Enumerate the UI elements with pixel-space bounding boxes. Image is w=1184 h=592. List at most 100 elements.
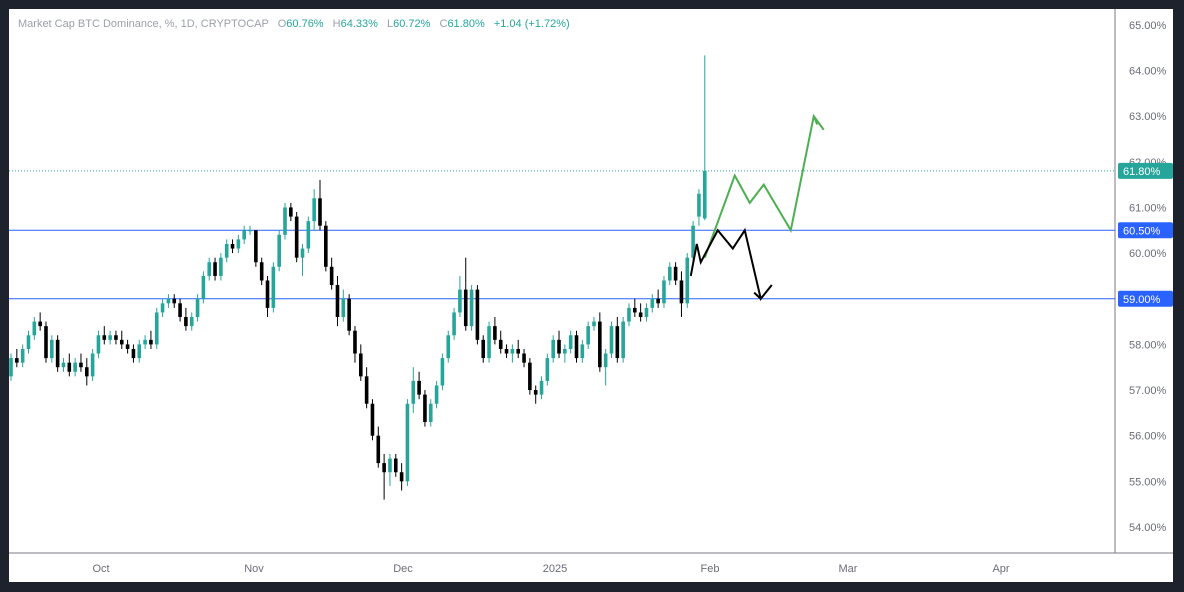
candle-body [609,326,614,354]
chart-legend: Market Cap BTC Dominance, %, 1D, CRYPTOC… [18,18,570,30]
x-tick-label: 2025 [543,563,567,575]
close-label: C [439,18,448,30]
y-tick-label: 61.00% [1129,202,1167,214]
candle-body [504,348,509,354]
candle-body [359,353,363,377]
candle-body [96,335,101,354]
candle-body [434,385,439,404]
candle-body [353,330,357,354]
y-tick-label: 57.00% [1129,385,1167,397]
candle-body [335,285,340,318]
x-tick-label: Dec [393,563,413,575]
candle-body [650,298,655,308]
candle-body [411,380,416,404]
candle-body [9,358,13,377]
bullish-arrowhead [812,115,819,125]
high-label: H [332,18,341,30]
candle-body [125,344,130,349]
candle-body [580,344,585,359]
candle-body [510,348,515,354]
candle-body [224,243,229,258]
candle-body [533,390,538,395]
candle-body [557,339,561,354]
candle-body [318,198,322,226]
candle-body [598,321,602,368]
y-tick-label: 55.00% [1129,476,1167,488]
bearish-projection-path [689,227,773,301]
level-price-tag-bg [1118,290,1173,307]
candle-body [312,198,316,222]
candle-body [463,289,468,327]
y-tick-label: 60.00% [1129,248,1167,260]
candle-body [154,312,159,345]
candle-body [160,303,165,313]
candle-body [592,321,596,327]
candle-body [131,348,136,359]
y-tick-label: 64.00% [1129,66,1167,78]
candle-body [388,458,392,473]
candle-body [137,344,142,359]
candle-body [446,335,451,359]
symbol-title: Market Cap BTC Dominance, %, 1D, CRYPTOC… [18,18,269,30]
y-tick-label: 58.00% [1129,339,1167,351]
candle-body [201,275,206,299]
candle-body [440,358,445,386]
candle-body [638,312,643,318]
candle-body [26,335,31,349]
candle-body [376,435,381,464]
change-value: +1.04 (+1.72%) [493,18,570,30]
candle-body [702,170,707,219]
candle-body [324,225,328,267]
candle-body [516,348,521,354]
candle-body [586,326,590,345]
candle-body [644,307,649,318]
low-label: L [386,18,394,30]
candle-body [603,353,608,368]
x-tick-label: Apr [992,563,1009,575]
candle-body [691,225,695,258]
candle-body [84,367,89,377]
candle-body [248,230,252,232]
candle-body [405,403,410,482]
candle-body [73,362,77,372]
x-tick-label: Feb [701,563,720,575]
candle-body [265,280,270,308]
candle-body [207,262,212,276]
candle-body [172,298,177,304]
candle-body [79,362,83,368]
candle-body [195,298,200,318]
candle-body [329,266,334,286]
y-tick-label: 63.00% [1129,111,1167,123]
candle-body [382,463,386,473]
candle-body [370,403,375,436]
candle-body [615,326,620,359]
candle-body [44,326,48,359]
last-price-tag: 61.80% [1123,166,1161,178]
chart-panel[interactable]: Market Cap BTC Dominance, %, 1D, CRYPTOC… [9,9,1173,582]
candle-body [15,358,19,363]
close-value: 61.80% [447,18,485,30]
candle-body [189,317,194,327]
candle-body [539,380,544,395]
candle-body [475,289,480,340]
price-chart[interactable]: 54.00% 55.00% 56.00% 57.00% 58.00% 59.00% 60.0… [9,9,1173,582]
candle-body [289,207,293,217]
high-value: 64.33% [340,18,378,30]
candle-body [50,339,54,359]
candle-body [178,303,182,318]
candle-body [428,403,433,423]
candle-body [545,358,550,381]
open-value: 60.76% [286,18,324,30]
candle-body [254,230,258,263]
candle-body [149,339,153,345]
candle-body [656,298,660,304]
candle-body [679,280,684,304]
candle-body [574,335,579,359]
y-tick-label: 54.00% [1129,522,1167,534]
candle-body [294,216,299,258]
candle-body [283,207,287,235]
candle-body [487,326,491,359]
last-price-tag-bg [1118,162,1173,179]
open-label: O [277,18,287,30]
candle-body [55,339,60,368]
